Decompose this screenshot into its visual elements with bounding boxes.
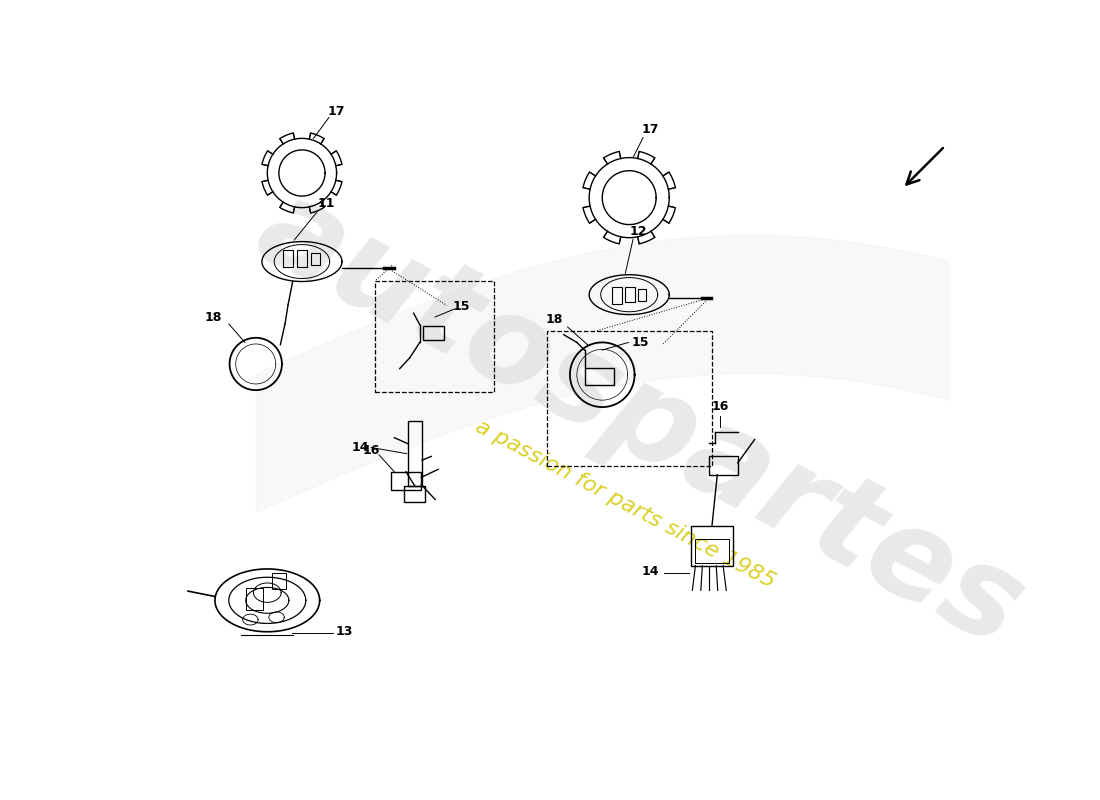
Text: 16: 16 [712,400,728,413]
Bar [638,289,646,301]
Bar [375,281,495,393]
Bar [625,287,636,302]
Bar [695,538,729,562]
Text: 18: 18 [546,313,563,326]
Text: 11: 11 [318,198,336,210]
Text: 13: 13 [336,626,353,638]
Text: 17: 17 [642,123,660,136]
Bar [708,456,738,475]
Bar [404,486,425,502]
Text: 18: 18 [205,311,222,324]
Text: 12: 12 [629,225,647,238]
Text: 15: 15 [632,336,649,349]
Bar [272,574,286,589]
Bar [691,526,734,566]
Bar [245,588,263,610]
Text: 16: 16 [363,444,379,457]
Bar [297,250,307,267]
Bar [422,326,444,340]
Bar [408,421,422,486]
Bar [283,250,293,267]
Bar [547,331,713,466]
Text: 17: 17 [328,105,345,118]
Text: 14: 14 [642,566,660,578]
Text: a passion for parts since 1985: a passion for parts since 1985 [472,416,779,592]
Text: 15: 15 [452,301,470,314]
Bar [390,472,421,490]
Bar [613,287,623,304]
Text: 14: 14 [352,441,370,454]
Text: autospartes: autospartes [238,167,1044,672]
Bar [584,368,614,385]
Bar [311,253,320,266]
